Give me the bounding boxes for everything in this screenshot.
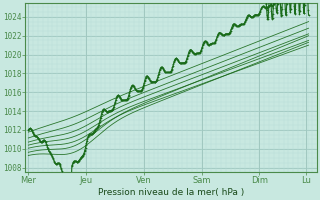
X-axis label: Pression niveau de la mer( hPa ): Pression niveau de la mer( hPa ) <box>98 188 244 197</box>
